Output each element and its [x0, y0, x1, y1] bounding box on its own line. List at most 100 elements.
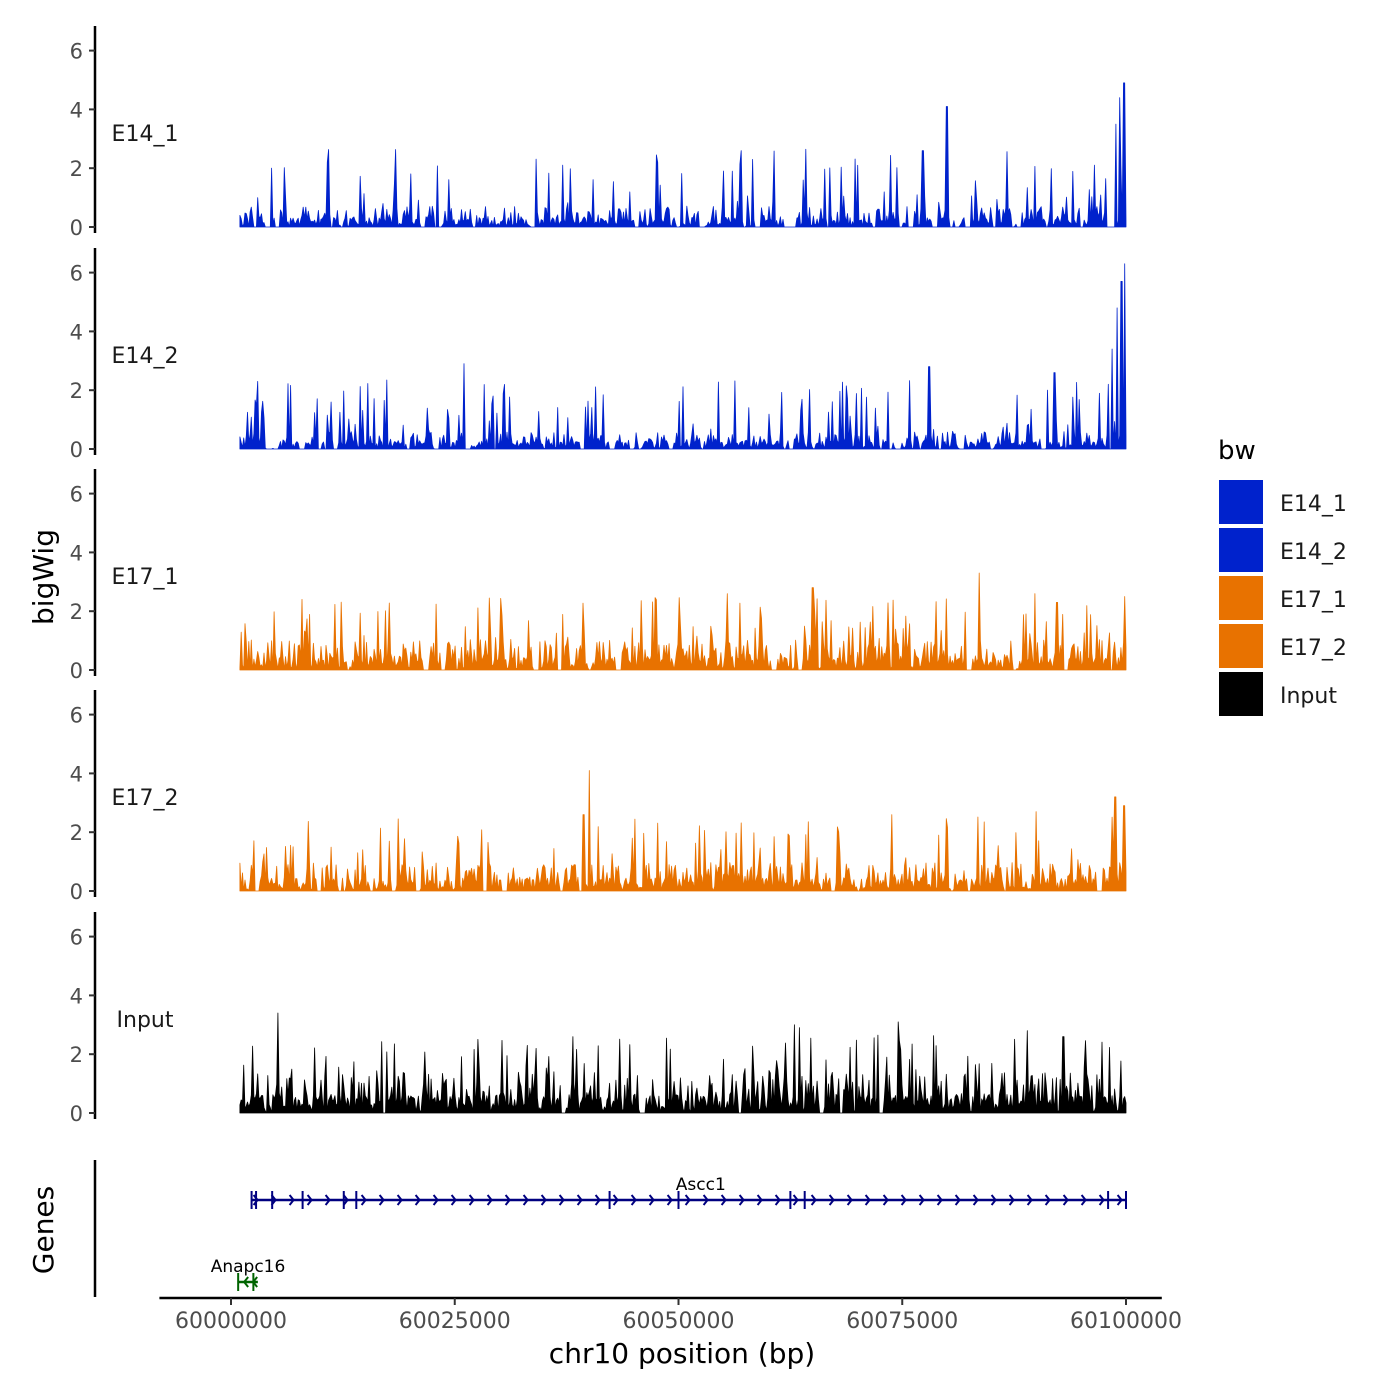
y-tick-label: 4 [70, 762, 83, 786]
strand-chevron [558, 1194, 565, 1206]
y-tick-label: 4 [70, 98, 83, 122]
coverage-area-e14-1 [239, 82, 1127, 228]
strand-chevron [342, 1194, 349, 1206]
y-tick-label: 2 [70, 379, 83, 403]
y-tick-label: 0 [70, 1102, 83, 1126]
strand-chevron [324, 1194, 331, 1206]
strand-chevron [1080, 1194, 1087, 1206]
x-tick-label: 60050000 [623, 1309, 735, 1334]
coverage-area-input [239, 1012, 1127, 1114]
strand-chevron [900, 1194, 907, 1206]
track-panels: 0 2 4 6 E14_1 0 2 4 6 E14_2 0 2 4 6 E17_1 0 2 4 6 E17_2 0 2 4 6… [70, 25, 1127, 1126]
legend-label: E14_2 [1280, 540, 1347, 565]
strand-chevron [918, 1194, 925, 1206]
x-tick-label: 60025000 [399, 1309, 511, 1334]
strand-chevron [360, 1194, 367, 1206]
y-axis-label: bigWig [27, 529, 60, 625]
strand-chevron [540, 1194, 547, 1206]
strand-chevron [810, 1194, 817, 1206]
track-e17-1: 0 2 4 6 E17_1 [70, 468, 1127, 683]
legend-label: E14_1 [1280, 492, 1347, 517]
strand-chevron [1044, 1194, 1051, 1206]
legend-swatch [1219, 672, 1263, 716]
track-label: E17_2 [112, 786, 179, 811]
strand-chevron [882, 1194, 889, 1206]
y-tick-label: 6 [70, 40, 83, 64]
legend-label: E17_1 [1280, 588, 1347, 613]
strand-chevron [432, 1194, 439, 1206]
strand-chevron [306, 1194, 313, 1206]
strand-chevron [612, 1194, 619, 1206]
y-tick-label: 2 [70, 821, 83, 845]
y-tick-label: 0 [70, 880, 83, 904]
strand-chevron [684, 1194, 691, 1206]
strand-chevron [1098, 1194, 1105, 1206]
track-label: Input [117, 1008, 174, 1033]
coverage-area-e14-2 [239, 263, 1127, 450]
strand-chevron [648, 1194, 655, 1206]
legend-swatch [1219, 480, 1263, 524]
strand-chevron [378, 1194, 385, 1206]
strand-chevron [486, 1194, 493, 1206]
track-e14-2: 0 2 4 6 E14_2 [70, 247, 1127, 462]
legend-title: bw [1218, 436, 1256, 466]
strand-chevron [522, 1194, 529, 1206]
strand-chevron [738, 1194, 745, 1206]
legend: bw E14_1 E14_2 E17_1 E17_2 Input [1218, 436, 1347, 716]
y-tick-label: 2 [70, 157, 83, 181]
legend-items: E14_1 E14_2 E17_1 E17_2 Input [1219, 480, 1347, 716]
strand-chevron [936, 1194, 943, 1206]
gene-anapc16: Anapc16 [211, 1257, 285, 1291]
x-tick-label: 60000000 [175, 1309, 287, 1334]
gene-label: Ascc1 [676, 1175, 726, 1195]
y-tick-label: 0 [70, 216, 83, 240]
gene-ascc1: Ascc1 [250, 1175, 1127, 1209]
strand-chevron [468, 1194, 475, 1206]
y-tick-label: 4 [70, 541, 83, 565]
strand-chevron [396, 1194, 403, 1206]
track-label: E14_2 [112, 344, 179, 369]
strand-chevron [1008, 1194, 1015, 1206]
track-input: 0 2 4 6 Input [70, 911, 1127, 1126]
strand-chevron [594, 1194, 601, 1206]
y-tick-label: 2 [70, 1043, 83, 1067]
strand-chevron [414, 1194, 421, 1206]
coverage-area-e17-2 [239, 770, 1127, 892]
strand-chevron [630, 1194, 637, 1206]
x-tick-label: 60075000 [846, 1309, 958, 1334]
strand-chevron [666, 1194, 673, 1206]
y-tick-label: 6 [70, 483, 83, 507]
x-axis-label: chr10 position (bp) [549, 1337, 815, 1370]
y-tick-label: 6 [70, 926, 83, 950]
track-label: E14_1 [112, 122, 179, 147]
strand-chevron [504, 1194, 511, 1206]
y-tick-label: 6 [70, 704, 83, 728]
legend-entry: E14_2 [1219, 528, 1347, 572]
strand-chevron [792, 1194, 799, 1206]
strand-chevron [990, 1194, 997, 1206]
legend-swatch [1219, 528, 1263, 572]
strand-chevron [252, 1194, 259, 1206]
strand-chevron [1116, 1194, 1123, 1206]
strand-chevron [450, 1194, 457, 1206]
coverage-area-e17-1 [239, 572, 1127, 671]
legend-label: Input [1280, 684, 1337, 709]
track-e14-1: 0 2 4 6 E14_1 [70, 25, 1127, 240]
legend-entry: E17_2 [1219, 624, 1347, 668]
strand-chevron [242, 1276, 249, 1288]
strand-chevron [288, 1194, 295, 1206]
strand-chevron [864, 1194, 871, 1206]
strand-chevron [954, 1194, 961, 1206]
legend-entry: E17_1 [1219, 576, 1347, 620]
strand-chevron [1062, 1194, 1069, 1206]
legend-swatch [1219, 576, 1263, 620]
y-tick-label: 2 [70, 600, 83, 624]
strand-chevron [576, 1194, 583, 1206]
strand-chevron [846, 1194, 853, 1206]
legend-entry: E14_1 [1219, 480, 1347, 524]
x-tick-label: 60100000 [1070, 1309, 1182, 1334]
strand-chevron [774, 1194, 781, 1206]
track-label: E17_1 [112, 565, 179, 590]
